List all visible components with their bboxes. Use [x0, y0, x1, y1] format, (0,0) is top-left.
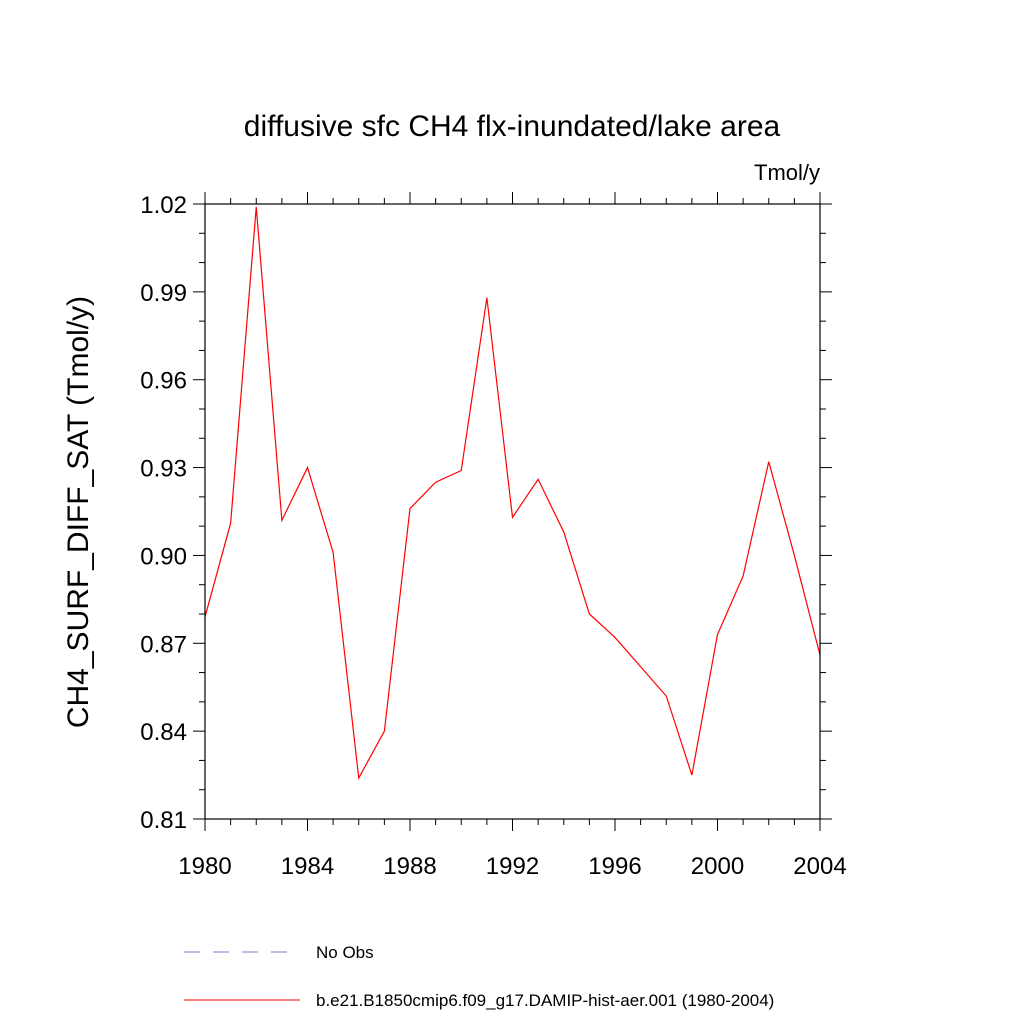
chart-title: diffusive sfc CH4 flx-inundated/lake are…: [244, 110, 781, 143]
units-label: Tmol/y: [754, 160, 820, 185]
legend-label: No Obs: [316, 943, 374, 962]
tick-labels: 1980 1984 1988 1992 1996 2000 2004 0.81 0.84 0.87…: [140, 192, 846, 880]
y-axis-label: CH4_SURF_DIFF_SAT (Tmol/y): [62, 296, 95, 728]
axis-ticks: [193, 192, 832, 831]
series-layer: [204, 206, 821, 780]
x-tick-label: 2000: [691, 853, 744, 880]
y-tick-label: 0.84: [140, 719, 187, 746]
y-tick-label: 0.99: [140, 280, 187, 307]
legend-label: b.e21.B1850cmip6.f09_g17.DAMIP-hist-aer.…: [316, 991, 774, 1010]
plot-frame: [204, 203, 821, 820]
x-tick-label: 1984: [281, 853, 334, 880]
x-tick-label: 1992: [486, 853, 539, 880]
x-tick-label: 1988: [383, 853, 436, 880]
y-tick-label: 0.96: [140, 368, 187, 395]
y-tick-label: 0.93: [140, 456, 187, 483]
series-line: [204, 206, 821, 780]
x-tick-label: 2004: [793, 853, 846, 880]
y-tick-label: 0.90: [140, 543, 187, 570]
y-tick-label: 0.87: [140, 631, 187, 658]
x-tick-label: 1980: [178, 853, 231, 880]
y-tick-label: 0.81: [140, 807, 187, 834]
legend: No Obs b.e21.B1850cmip6.f09_g17.DAMIP-his…: [184, 943, 774, 1010]
x-tick-label: 1996: [588, 853, 641, 880]
y-tick-label: 1.02: [140, 192, 187, 219]
